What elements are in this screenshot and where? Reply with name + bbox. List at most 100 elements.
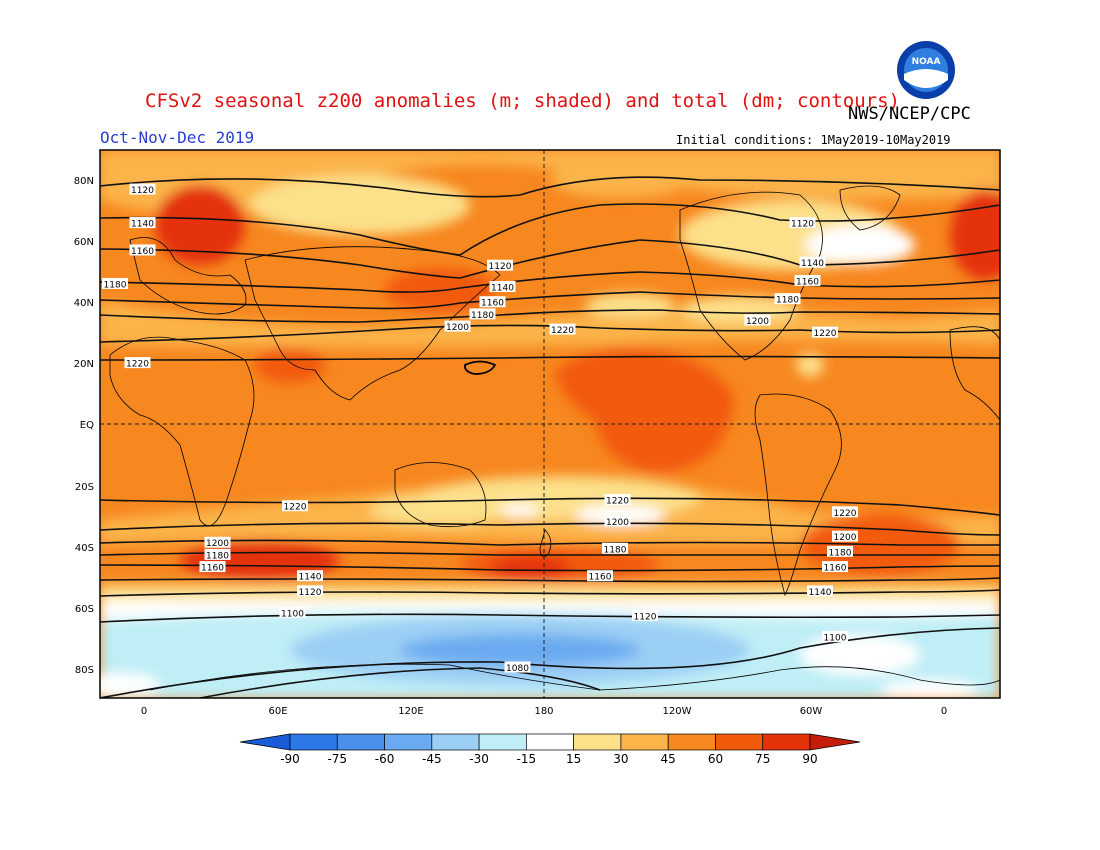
svg-text:1140: 1140 [809, 588, 832, 598]
contour-label: 1140 [489, 281, 516, 294]
colorbar-tick-label: -15 [517, 752, 537, 766]
colorbar-swatch [478, 733, 527, 751]
svg-text:1160: 1160 [796, 277, 819, 287]
svg-text:1120: 1120 [489, 262, 512, 272]
lat-tick: 60S [75, 604, 94, 615]
svg-text:1220: 1220 [126, 360, 149, 370]
svg-text:1180: 1180 [776, 296, 799, 306]
svg-text:1220: 1220 [606, 497, 629, 507]
svg-text:1140: 1140 [801, 259, 824, 269]
contour-label: 1160 [794, 274, 821, 287]
anomaly-shading: 1120114011601180122011201140116011801200… [100, 150, 1000, 698]
contour-label: 1120 [487, 259, 513, 272]
colorbar-max-arrow [809, 733, 861, 751]
svg-text:1120: 1120 [299, 588, 322, 598]
contour-label: 1140 [129, 217, 156, 230]
lat-tick: 20S [75, 482, 94, 493]
svg-text:1180: 1180 [471, 311, 494, 321]
contour-label: 1140 [807, 585, 833, 598]
lat-tick: 80S [75, 665, 94, 676]
contour-label: 1180 [774, 293, 801, 306]
svg-text:1200: 1200 [206, 539, 229, 549]
svg-text:1160: 1160 [824, 564, 847, 574]
colorbar-swatch [526, 733, 574, 751]
contour-label: 1140 [297, 570, 323, 583]
svg-text:1220: 1220 [814, 329, 837, 339]
colorbar-swatch [667, 733, 716, 751]
svg-text:1100: 1100 [281, 609, 304, 619]
colorbar-swatch [289, 733, 338, 751]
gull-icon [904, 69, 948, 88]
contour-label: 1220 [604, 494, 631, 507]
contour-label: 1160 [587, 570, 613, 583]
contour-label: 1140 [799, 256, 826, 269]
contour-label: 1200 [204, 536, 231, 549]
lon-tick: 120W [663, 706, 692, 717]
map-frame [99, 149, 1001, 699]
contour-label: 1180 [827, 545, 853, 558]
contour-label: 1080 [504, 661, 531, 674]
contour-labels: 1120114011601180122011201140116011801200… [102, 183, 858, 674]
svg-text:1220: 1220 [834, 509, 857, 519]
lon-tick: 120E [398, 706, 423, 717]
contour-label: 1180 [602, 542, 628, 555]
contour-label: 1180 [469, 308, 496, 321]
noaa-logo: NOAA [897, 41, 955, 99]
agency-label: NWS/NCEP/CPC [848, 104, 971, 124]
svg-text:1180: 1180 [829, 548, 852, 558]
colorbar-swatch [620, 733, 669, 751]
contour-label: 1180 [102, 277, 128, 290]
lat-tick: 60N [74, 237, 94, 248]
svg-text:1120: 1120 [634, 612, 657, 622]
svg-text:1180: 1180 [206, 551, 229, 561]
logo-text: NOAA [912, 57, 941, 67]
svg-text:1160: 1160 [131, 247, 154, 257]
contour-label: 1160 [479, 296, 506, 309]
svg-text:1100: 1100 [824, 634, 847, 644]
contour-label: 1220 [812, 326, 838, 339]
lat-axis: 80N 60N 40N 20N EQ 20S 40S 60S 80S [74, 176, 94, 676]
colorbar-tick-label: -90 [280, 752, 300, 766]
lon-axis: 0 60E 120E 180 120W 60W 0 [141, 706, 947, 717]
contour-label: 1160 [199, 561, 226, 574]
lon-tick: 180 [534, 706, 553, 717]
svg-text:1200: 1200 [446, 323, 469, 333]
contour-label: 1200 [444, 320, 471, 333]
contour-label: 1200 [744, 314, 771, 327]
colorbar-tick-label: -30 [469, 752, 489, 766]
contour-label: 1220 [124, 357, 151, 370]
svg-text:1200: 1200 [606, 518, 629, 528]
colorbar-swatch [431, 733, 480, 751]
season-label: Oct-Nov-Dec 2019 [100, 128, 255, 147]
contour-label: 1220 [549, 323, 576, 336]
svg-text:1160: 1160 [201, 564, 224, 574]
colorbar-swatch [762, 733, 811, 751]
lon-tick: 0 [141, 706, 147, 717]
svg-text:1180: 1180 [104, 280, 127, 290]
colorbar-swatch [384, 733, 433, 751]
colorbar-tick-label: 60 [708, 752, 723, 766]
lat-tick: 80N [74, 176, 94, 187]
colorbar-tick-label: 45 [661, 752, 676, 766]
lon-tick: 60E [268, 706, 287, 717]
contour-label: 1100 [279, 606, 306, 619]
colorbar: -90 -75 -60 -45 -30 -15 15 30 45 60 75 90 [239, 733, 861, 766]
contour-label: 1180 [204, 548, 231, 561]
colorbar-tick-label: -60 [375, 752, 395, 766]
svg-text:1220: 1220 [284, 503, 307, 513]
svg-text:1120: 1120 [131, 186, 154, 196]
contour-label: 1220 [832, 506, 858, 519]
contour-label: 1120 [129, 183, 156, 196]
colorbar-tick-label: 75 [755, 752, 770, 766]
contour-label: 1160 [822, 561, 848, 574]
colorbar-tick-label: -75 [327, 752, 347, 766]
contour-label: 1200 [604, 515, 631, 528]
lat-tick: 20N [74, 359, 94, 370]
contour-label: 1120 [632, 609, 658, 622]
lon-tick: 60W [800, 706, 823, 717]
svg-text:1220: 1220 [551, 326, 574, 336]
lat-tick: EQ [80, 420, 94, 431]
colorbar-tick-label: 15 [566, 752, 581, 766]
lat-tick: 40S [75, 543, 94, 554]
svg-text:1160: 1160 [481, 299, 504, 309]
